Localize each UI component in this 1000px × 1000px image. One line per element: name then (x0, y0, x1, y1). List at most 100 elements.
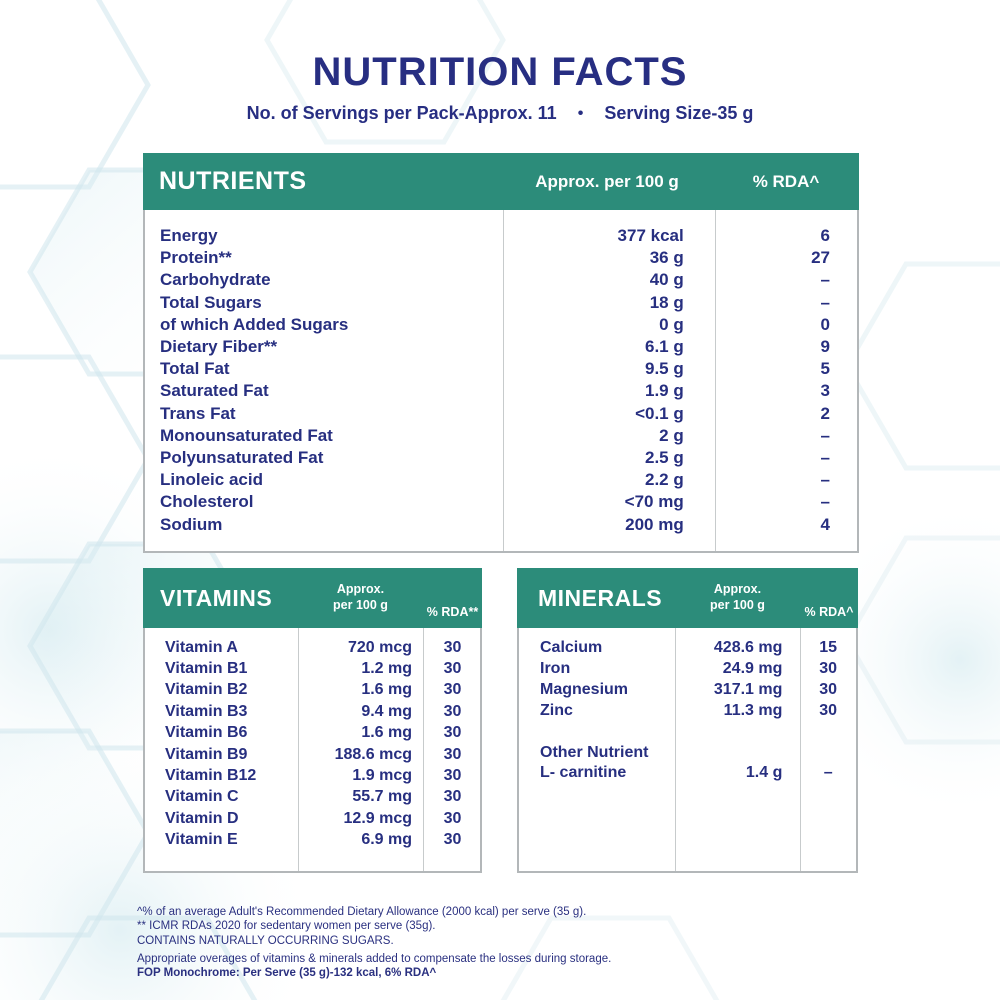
nutrient-rda: 6 (820, 226, 830, 246)
minerals-body: Calcium 428.6 mg 15 Iron 24.9 mg 30 Magnesiu… (517, 628, 858, 873)
vitamins-body: Vitamin A 720 mcg 30 Vitamin B1 1.2 mg 30 Vi… (143, 628, 482, 873)
vitamin-value: 55.7 mg (352, 788, 412, 806)
minerals-header-per100g-line1: Approx. (713, 582, 762, 597)
vitamin-value: 6.9 mg (361, 831, 412, 849)
table-row: Dietary Fiber** 6.1 g 9 (145, 336, 857, 358)
vitamin-value: 1.6 mg (361, 724, 412, 742)
mineral-value: 11.3 mg (723, 701, 783, 719)
vitamin-rda: 30 (443, 702, 462, 720)
minerals-header-rda: % RDA^ (804, 605, 854, 619)
table-row: L- carnitine 1.4 g – (519, 763, 856, 784)
table-row: Protein** 36 g 27 (145, 247, 857, 269)
nutrient-name: Saturated Fat (160, 381, 269, 401)
table-row: Sodium 200 mg 4 (145, 513, 857, 535)
table-row: Total Fat 9.5 g 5 (145, 358, 857, 380)
nutrient-value: 0 g (659, 314, 684, 334)
table-row: Magnesium 317.1 mg 30 (519, 680, 856, 701)
nutrient-rda: 5 (820, 359, 830, 379)
nutrients-header-rda: % RDA^ (752, 171, 820, 191)
other-nutrient-label: Other Nutrient (540, 743, 649, 761)
vitamin-name: Vitamin B1 (165, 660, 248, 678)
vitamin-rda: 30 (443, 638, 462, 656)
nutrient-name: Monounsaturated Fat (160, 425, 333, 445)
footnote-icmr: ** ICMR RDAs 2020 for sedentary women pe… (137, 920, 436, 933)
vitamin-value: 1.6 mg (361, 681, 412, 699)
other-nutrient-label-row: Other Nutrient (519, 742, 856, 763)
nutrient-value: 2.5 g (644, 447, 684, 467)
nutrients-header-title: NUTRIENTS (159, 167, 307, 195)
vitamin-value: 720 mcg (347, 638, 412, 656)
mineral-rda: 30 (819, 701, 838, 719)
mineral-value: 24.9 mg (722, 660, 783, 678)
nutrient-value: 2 g (659, 425, 684, 445)
vitamins-table: VITAMINS Approx. per 100 g % RDA** Vitam… (143, 568, 482, 873)
vitamin-name: Vitamin B3 (165, 702, 248, 720)
servings-per-pack: No. of Servings per Pack-Approx. 11 (246, 103, 557, 123)
vitamin-rda: 30 (443, 809, 462, 827)
minerals-header-per100g: Approx. per 100 g (675, 582, 800, 613)
vitamins-header: VITAMINS Approx. per 100 g % RDA** (143, 568, 482, 628)
vitamin-rda: 30 (443, 745, 462, 763)
mineral-name: Magnesium (540, 680, 629, 698)
nutrient-name: Energy (160, 226, 218, 246)
vitamin-rda: 30 (443, 660, 462, 678)
column-divider (675, 628, 676, 871)
nutrient-rda: – (820, 425, 830, 445)
nutrient-rda: 0 (820, 314, 830, 334)
vitamin-value: 1.9 mcg (352, 767, 412, 785)
vitamin-rda: 30 (443, 767, 462, 785)
footnote-overages: Appropriate overages of vitamins & miner… (137, 952, 612, 965)
page-title: NUTRITION FACTS (312, 50, 688, 94)
nutrient-name: Linoleic acid (160, 470, 263, 490)
column-divider (800, 628, 801, 871)
mineral-rda: – (823, 764, 833, 782)
minerals-table: MINERALS Approx. per 100 g % RDA^ Calciu… (517, 568, 858, 873)
vitamin-rda: 30 (443, 724, 462, 742)
minerals-header-title: MINERALS (538, 584, 663, 611)
nutrient-value: 40 g (649, 270, 684, 290)
serving-info: No. of Servings per Pack-Approx. 11 • Se… (0, 103, 1000, 124)
vitamins-header-title: VITAMINS (160, 584, 273, 611)
nutrient-value: 9.5 g (644, 359, 684, 379)
table-row: Vitamin A 720 mcg 30 (145, 637, 480, 658)
footnotes: ^% of an average Adult's Recommended Die… (137, 905, 877, 980)
footnote-fop: FOP Monochrome: Per Serve (35 g)-132 kca… (137, 967, 437, 980)
table-row: Saturated Fat 1.9 g 3 (145, 380, 857, 402)
mineral-rda: 30 (819, 660, 838, 678)
table-row: Zinc 11.3 mg 30 (519, 700, 856, 721)
spacer-row (519, 721, 856, 742)
serving-size: Serving Size-35 g (604, 103, 754, 123)
mineral-name: L- carnitine (540, 764, 627, 782)
table-row: Vitamin B1 1.2 mg 30 (145, 658, 480, 679)
nutrient-name: Carbohydrate (160, 270, 271, 290)
table-row: Trans Fat <0.1 g 2 (145, 403, 857, 425)
nutrient-value: 200 mg (625, 514, 684, 534)
mineral-rda: 30 (819, 680, 838, 698)
table-row: Total Sugars 18 g – (145, 292, 857, 314)
vitamin-name: Vitamin B2 (165, 681, 248, 699)
nutrient-value: 377 kcal (617, 226, 684, 246)
footnote-sugars: CONTAINS NATURALLY OCCURRING SUGARS. (137, 934, 394, 947)
nutrient-name: Total Sugars (160, 292, 262, 312)
mineral-value: 428.6 mg (713, 639, 783, 657)
table-row: Vitamin B9 188.6 mcg 30 (145, 744, 480, 765)
table-row: Vitamin B2 1.6 mg 30 (145, 680, 480, 701)
vitamin-name: Vitamin B9 (165, 745, 248, 763)
nutrient-rda: 3 (820, 381, 830, 401)
footnote-rda-definition: ^% of an average Adult's Recommended Die… (137, 906, 587, 918)
table-row: Vitamin B12 1.9 mcg 30 (145, 765, 480, 786)
nutrient-rda: 4 (820, 514, 830, 534)
table-row: of which Added Sugars 0 g 0 (145, 314, 857, 336)
mineral-name: Zinc (540, 701, 573, 719)
nutrients-header: NUTRIENTS Approx. per 100 g % RDA^ (143, 153, 859, 210)
vitamins-header-per100g-line1: Approx. (336, 582, 385, 597)
nutrient-rda: – (820, 470, 830, 490)
vitamin-name: Vitamin C (165, 788, 239, 806)
vitamin-rda: 30 (443, 788, 462, 806)
vitamin-name: Vitamin D (165, 809, 239, 827)
table-row: Polyunsaturated Fat 2.5 g – (145, 447, 857, 469)
column-divider (503, 210, 504, 551)
table-row: Iron 24.9 mg 30 (519, 659, 856, 680)
table-row: Carbohydrate 40 g – (145, 269, 857, 291)
table-row: Linoleic acid 2.2 g – (145, 469, 857, 491)
